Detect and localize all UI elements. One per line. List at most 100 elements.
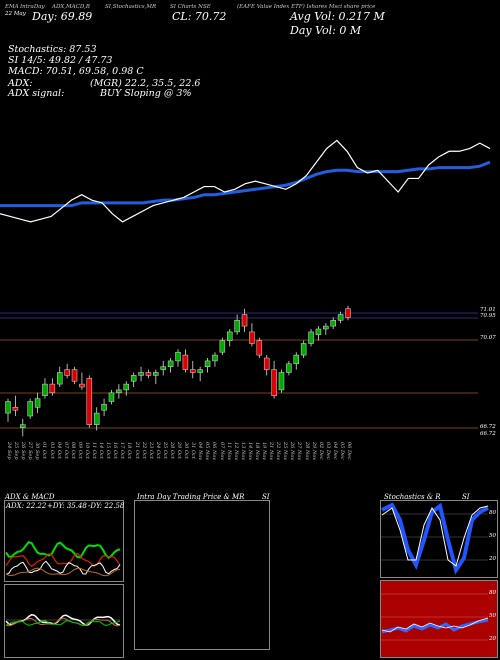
candle-body bbox=[263, 357, 270, 370]
candle-body bbox=[116, 389, 122, 394]
date-tick-label: 22 Nov bbox=[275, 442, 282, 461]
candle-body bbox=[308, 331, 314, 344]
ema-fast-line bbox=[0, 139, 491, 223]
candle-body bbox=[300, 343, 307, 356]
candle-body bbox=[71, 369, 78, 382]
panel-intra-title: Intra Day Trading Price & MR bbox=[137, 493, 245, 501]
candle-body bbox=[130, 375, 137, 382]
date-tick-label: 29 Oct bbox=[176, 442, 182, 459]
panel-adx-title: ADX & MACD bbox=[5, 493, 55, 501]
date-tick-label: 04 Oct bbox=[55, 442, 62, 459]
date-tick-label: 02 Dec bbox=[317, 442, 324, 460]
date-tick-label: 19 Nov bbox=[261, 442, 267, 461]
macd-panel bbox=[4, 584, 124, 658]
date-tick-label: 14 Oct bbox=[98, 442, 105, 459]
price-label-low2: 66.72 bbox=[480, 431, 496, 437]
stoch-level-80: 80 bbox=[489, 510, 496, 516]
date-tick-label: 14 Nov bbox=[246, 442, 253, 461]
candle-body bbox=[123, 383, 130, 391]
candle-body bbox=[190, 369, 196, 373]
price-label-high: 71.01 bbox=[480, 307, 496, 313]
panel-intra-si: SI bbox=[262, 493, 270, 501]
si-level-50: 50 bbox=[489, 613, 496, 619]
date-tick-label: 27 Sep bbox=[27, 442, 34, 460]
date-tick-label: 06 Dec bbox=[346, 442, 352, 460]
candle-body bbox=[286, 363, 292, 373]
adx-panel-value-b: +DY: 35.48 bbox=[47, 502, 87, 510]
header-tag-3: ADX,MACD,B bbox=[52, 4, 90, 10]
si-level-80: 80 bbox=[489, 590, 496, 596]
candle-body bbox=[167, 360, 174, 367]
date-tick-label: 08 Oct bbox=[69, 442, 76, 459]
si-value: SI 14/5: 49.82 / 47.73 bbox=[8, 55, 113, 66]
candle-body bbox=[345, 308, 351, 318]
header-tag-6: (EAFE Value Index ETF) Ishares Msci shar… bbox=[237, 4, 376, 10]
candle-body bbox=[315, 328, 322, 336]
candle-body bbox=[79, 383, 85, 388]
candle-body bbox=[42, 383, 48, 396]
candle-body bbox=[271, 369, 277, 396]
price-label-low: 66.72 bbox=[480, 424, 496, 430]
candle-body bbox=[337, 314, 344, 321]
date-tick-label: 04 Nov bbox=[197, 442, 204, 461]
candle-body bbox=[256, 340, 263, 356]
si-panel bbox=[380, 580, 498, 658]
date-tick-label: 11 Oct bbox=[91, 442, 97, 459]
candle-body bbox=[241, 314, 248, 327]
date-tick-label: 16 Oct bbox=[112, 442, 119, 459]
header-tag-4: SI,Stochastics,MR bbox=[105, 4, 157, 10]
candle-body bbox=[323, 325, 329, 330]
candle-body bbox=[293, 354, 300, 365]
price-chart bbox=[0, 139, 491, 437]
date-tick-label: 09 Oct bbox=[76, 442, 83, 459]
candle-body bbox=[138, 372, 144, 376]
date-tick-label: 17 Oct bbox=[119, 442, 126, 459]
date-tick-label: 07 Oct bbox=[62, 442, 69, 459]
candle-body bbox=[20, 424, 26, 428]
panel-stoch-title: Stochastics & R bbox=[384, 493, 441, 501]
adx-panel-value-c: -DY: 22.58 bbox=[88, 502, 125, 510]
adx-signal-value: BUY Sloping @ 3% bbox=[100, 88, 192, 99]
date-tick-label: 21 Oct bbox=[133, 442, 140, 459]
small-left-label: 22 May bbox=[5, 11, 26, 17]
date-tick-label: 25 Sep bbox=[13, 442, 20, 460]
candle-body bbox=[204, 360, 211, 367]
panel-stoch-si: SI bbox=[462, 493, 470, 501]
candle-body bbox=[145, 372, 152, 376]
date-tick-label: 05 Dec bbox=[338, 442, 345, 460]
date-tick-label: 24 Sep bbox=[6, 442, 12, 460]
date-tick-label: 21 Nov bbox=[268, 442, 275, 461]
date-tick-label: 10 Oct bbox=[83, 442, 90, 459]
stoch-level-20: 20 bbox=[489, 556, 496, 562]
date-tick-label: 22 Oct bbox=[140, 442, 147, 459]
date-tick-label: 30 Oct bbox=[183, 442, 190, 459]
candle-body bbox=[212, 354, 218, 362]
date-tick-label: 31 Oct bbox=[190, 442, 197, 459]
date-tick-label: 03 Oct bbox=[48, 442, 55, 459]
date-tick-label: 18 Oct bbox=[126, 442, 133, 459]
date-tick-label: 04 Dec bbox=[331, 442, 338, 460]
price-label-high2: 70.95 bbox=[480, 313, 496, 319]
candle-body bbox=[278, 372, 285, 391]
close-price: CL: 70.72 bbox=[172, 10, 227, 23]
adx-panel-value-a: ADX: 22.22 bbox=[6, 502, 47, 510]
day-price: Day: 69.89 bbox=[32, 10, 93, 23]
header-tag-5: SI Charts NSE bbox=[170, 4, 211, 10]
date-tick-label: 23 Oct bbox=[147, 442, 154, 459]
candle-body bbox=[34, 398, 41, 408]
candle-body bbox=[108, 392, 115, 402]
candle-body bbox=[5, 401, 11, 414]
avg-volume: Avg Vol: 0.217 M bbox=[290, 10, 385, 23]
date-tick-label: 05 Nov bbox=[204, 442, 211, 461]
date-tick-label: 25 Nov bbox=[282, 442, 289, 461]
date-axis: 24 Sep 25 Sep 26 Sep 27 Sep 30 Sep 01 Oct 03 O… bbox=[0, 442, 500, 482]
adx-panel bbox=[4, 500, 124, 582]
candle-body bbox=[56, 372, 63, 385]
candle-body bbox=[219, 340, 226, 353]
day-volume: Day Vol: 0 M bbox=[290, 24, 362, 37]
candle-body bbox=[249, 331, 255, 344]
macd-value: MACD: 70.51, 69.58, 0.98 C bbox=[8, 66, 144, 77]
adx-values: (MGR) 22.2, 35.5, 22.6 bbox=[90, 78, 201, 89]
candle-body bbox=[153, 372, 159, 376]
candle-body bbox=[12, 407, 19, 411]
